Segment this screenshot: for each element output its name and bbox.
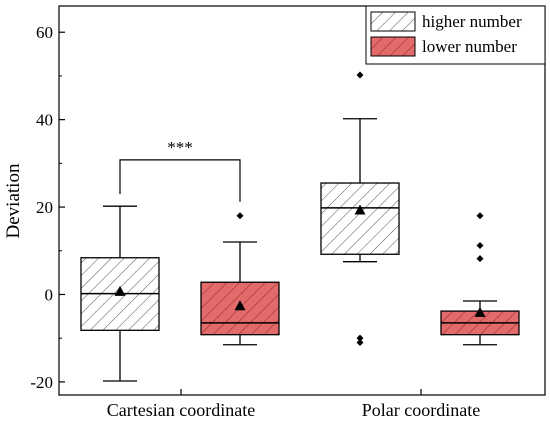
mean-marker <box>234 300 246 311</box>
box-higher-number-polar-coordinate <box>320 71 400 347</box>
y-tick-label: 40 <box>36 111 53 130</box>
iqr-box <box>320 182 400 255</box>
mean-marker <box>474 306 486 317</box>
mean-marker <box>354 204 366 215</box>
legend-swatch-higher-number <box>370 11 416 32</box>
box-lower-number-polar-coordinate <box>440 212 520 346</box>
y-tick-label: 20 <box>36 198 53 217</box>
outlier-point <box>356 334 364 342</box>
outlier-point <box>476 212 484 220</box>
y-tick-label: 60 <box>36 23 53 42</box>
box-series <box>80 71 520 382</box>
y-tick-label: 0 <box>45 285 54 304</box>
legend: higher number lower number <box>365 5 546 65</box>
legend-label-higher-number: higher number <box>422 12 522 31</box>
outlier-point <box>356 71 364 79</box>
outlier-point <box>356 339 364 347</box>
y-tick-label: -20 <box>30 373 53 392</box>
outlier-point <box>236 212 244 220</box>
legend-label-lower-number: lower number <box>422 37 517 56</box>
significance-bracket <box>119 159 241 202</box>
mean-marker <box>114 285 126 296</box>
plot-frame <box>58 5 546 396</box>
x-tick-label-cartesian: Cartesian coordinate <box>107 400 255 420</box>
y-axis: -20 0 20 40 60 <box>30 23 65 392</box>
x-tick-label-polar: Polar coordinate <box>362 400 480 420</box>
box-lower-number-cartesian-coordinate <box>200 212 280 346</box>
x-axis: Cartesian coordinate Polar coordinate <box>107 389 480 420</box>
significance-annotations: *** <box>119 138 241 202</box>
legend-swatch-lower-number <box>370 36 416 57</box>
box-higher-number-cartesian-coordinate <box>80 205 160 382</box>
significance-label: *** <box>167 138 193 157</box>
outlier-point <box>476 255 484 263</box>
y-axis-label: Deviation <box>3 163 24 238</box>
outlier-point <box>476 242 484 250</box>
